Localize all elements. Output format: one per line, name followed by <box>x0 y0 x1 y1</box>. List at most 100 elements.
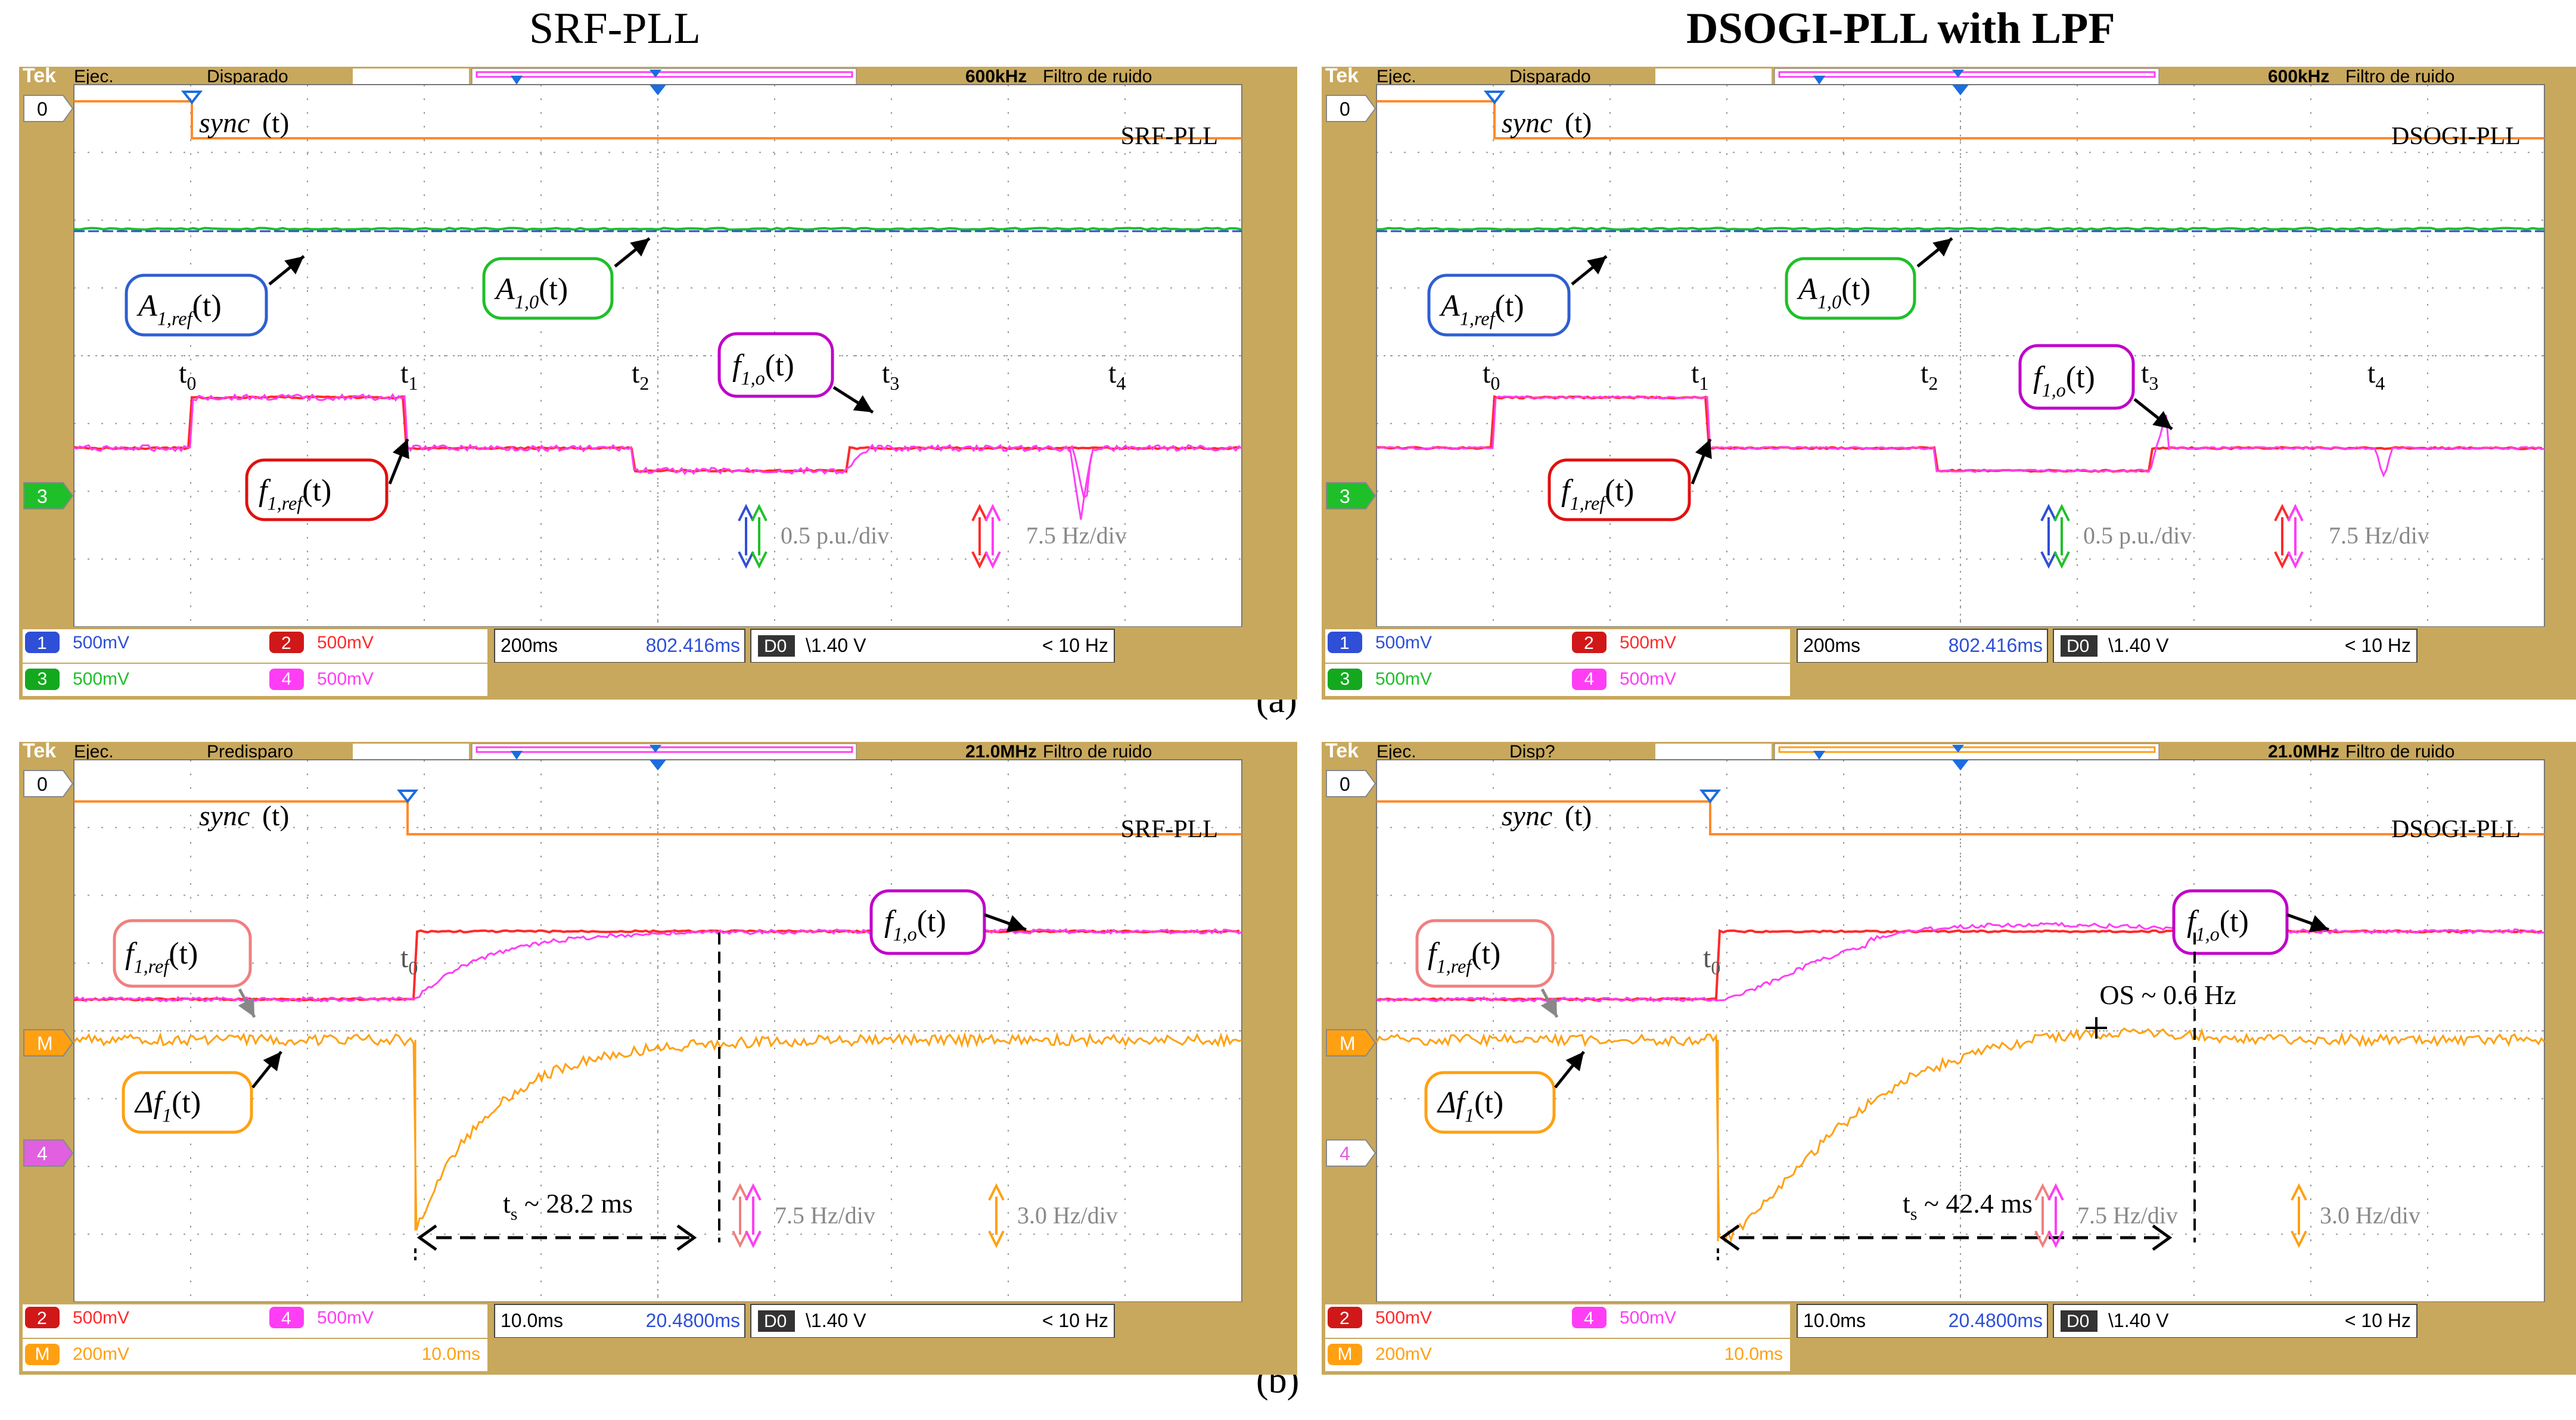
trigger-pos-icon <box>1952 70 1964 77</box>
ch4-badge-num: 4 <box>1584 1309 1594 1328</box>
hud-blank <box>353 69 469 85</box>
trigger-level: \1.40 V <box>2108 635 2169 656</box>
math-scale: 200mV <box>1375 1344 1433 1364</box>
ch1-badge-num: 1 <box>37 633 47 653</box>
math-badge: M <box>1328 1344 1362 1365</box>
horizontal-position: 802.416ms <box>646 635 740 656</box>
arrow-delta-f <box>1554 1051 1585 1089</box>
scope-svg: Tek Ejec. Disparado 600kHz Filtro de ruido 0 1… <box>1322 67 2576 663</box>
overshoot-label: OS ~ 0.6 Hz <box>2099 980 2236 1010</box>
ch2-badge: 2 <box>1572 632 1606 653</box>
trigger-state: Predisparo <box>207 742 293 762</box>
amp-scale-arrows <box>2040 504 2070 569</box>
math-time: 10.0ms <box>1724 1344 1783 1364</box>
settling-arrow <box>1719 1224 2173 1251</box>
arrow-A-o <box>1916 237 1953 268</box>
amp-scale-arrows <box>738 504 767 569</box>
ch4-marker-text: 4 <box>1340 1143 1350 1164</box>
scope-panel-b-dsogi: Tek Ejec. Disp? 21.0MHz Filtro de ruido 0 2 500… <box>1322 742 2576 1415</box>
ch1-scale: 500mV <box>73 633 129 652</box>
ch4-badge: 4 <box>269 1307 304 1328</box>
freq-scale: 7.5 Hz/div <box>2077 1202 2178 1229</box>
trigger-frequency: < 10 Hz <box>2345 635 2411 656</box>
time-label-t0: t0 <box>400 942 418 978</box>
zero-marker: 0 <box>23 95 74 122</box>
label-delta-f: Δf1(t) <box>1437 1086 1503 1126</box>
trigger-pos-icon <box>650 70 661 77</box>
time-per-div: 10.0ms <box>1803 1310 1866 1331</box>
err-scale: 3.0 Hz/div <box>2320 1202 2420 1229</box>
ch1-badge-num: 1 <box>1340 633 1350 653</box>
sync-trace <box>1376 100 2544 139</box>
status-bar: 2 500mV 4 500mV 10.0ms 20.4800ms D0 \1.40 V < 10… <box>1322 1302 2576 1338</box>
amp-scale: 0.5 p.u./div <box>781 522 889 549</box>
record-marker-icon <box>511 76 523 85</box>
box-f-o <box>717 332 834 398</box>
label-A-ref: A1,ref(t) <box>1439 289 1524 330</box>
box-delta-f <box>122 1071 253 1134</box>
amplitude-output-trace <box>1376 226 2545 231</box>
box-A-o <box>1785 257 1916 320</box>
time-label-t4: t4 <box>2367 358 2385 394</box>
status-bar: 2 500mV 4 500mV 10.0ms 20.4800ms D0 \1.40 V < 10… <box>19 1302 1297 1338</box>
ch3-scale: 500mV <box>73 669 130 689</box>
ch2-badge: 2 <box>1328 1307 1362 1328</box>
box-f-o <box>2172 889 2289 955</box>
math-marker-text: M <box>37 1033 53 1054</box>
zero-marker: 0 <box>23 770 74 797</box>
ch2-scale: 500mV <box>1620 633 1676 652</box>
sync-trace <box>74 800 1242 835</box>
noise-filter: Filtro de ruido <box>2345 67 2454 86</box>
trigger-state: Disparado <box>207 67 288 86</box>
time-label-t0: t0 <box>1483 358 1500 394</box>
time-label-t4: t4 <box>1108 358 1126 394</box>
trigger-source: D0 <box>764 1312 787 1331</box>
label-delta-f: Δf1(t) <box>134 1086 201 1126</box>
ch1-badge: 1 <box>1328 632 1362 653</box>
title-dsogi-pll: DSOGI-PLL with LPF <box>1686 4 2115 53</box>
scope-panel-b-srf: Tek Ejec. Predisparo 21.0MHz Filtro de ruido… <box>19 742 1297 1415</box>
traces <box>1375 790 2546 1244</box>
time-label-t2: t2 <box>1921 358 1938 394</box>
zero-marker-text: 0 <box>37 98 48 120</box>
sync-label-arg: (t) <box>1565 800 1592 832</box>
sync-trigger-icon <box>1483 91 1506 105</box>
bandwidth: 600kHz <box>2268 67 2329 86</box>
tek-logo: Tek <box>23 742 56 762</box>
time-label-t1: t1 <box>1691 358 1708 394</box>
frequency-output-trace <box>1376 395 2545 478</box>
amp-scale: 0.5 p.u./div <box>2083 522 2192 549</box>
time-label-t0: t0 <box>1703 942 1720 978</box>
annotations: sync (t) SRF-PLL t0 t1 t2 t3 t4 A1,ref(t) A1,0(t)… <box>125 107 1218 569</box>
time-per-div: 200ms <box>1803 635 1860 656</box>
settling-time: ts ~ 28.2 ms <box>503 1188 633 1224</box>
title-srf-pll: SRF-PLL <box>529 4 701 53</box>
trigger-marker-icon <box>650 85 666 95</box>
acq-mode: Ejec. <box>1376 67 1416 86</box>
sync-trigger-icon <box>1699 790 1722 804</box>
trigger-marker-icon <box>1952 85 1969 95</box>
box-f-o <box>869 889 986 955</box>
arrow-f-o <box>2133 398 2173 430</box>
acq-mode: Ejec. <box>1376 742 1416 762</box>
freq-scale: 7.5 Hz/div <box>775 1202 875 1229</box>
status-bar: 1 500mV 2 500mV 200ms 802.416ms D0 \1.40 V < 10 … <box>19 627 1297 663</box>
sync-trigger-icon <box>181 91 203 105</box>
record-window <box>476 746 853 753</box>
box-f-ref <box>1415 919 1555 988</box>
label-f-o: f1,o(t) <box>884 905 946 945</box>
trigger-state: Disp? <box>1509 742 1555 762</box>
ch2-scale: 500mV <box>317 633 374 652</box>
box-f-ref <box>113 919 252 988</box>
ch2-badge-num: 2 <box>281 633 291 653</box>
trigger-source: D0 <box>2067 636 2089 656</box>
box-f-ref <box>1548 458 1691 521</box>
zero-marker: 0 <box>1326 95 1376 122</box>
status-bar: 1 500mV 2 500mV 200ms 802.416ms D0 \1.40 V < 10 … <box>1322 627 2576 663</box>
freq-scale-arrows <box>971 504 1001 569</box>
ch4-scale: 500mV <box>1620 669 1677 689</box>
scope-svg: Tek Ejec. Disparado 600kHz Filtro de ruido 0 1… <box>19 67 1297 663</box>
trigger-pos-icon <box>650 745 661 753</box>
overshoot-cross-icon <box>2086 1017 2107 1039</box>
scope-panel-a-dsogi: Tek Ejec. Disparado 600kHz Filtro de ruido 0 1… <box>1322 67 2576 740</box>
